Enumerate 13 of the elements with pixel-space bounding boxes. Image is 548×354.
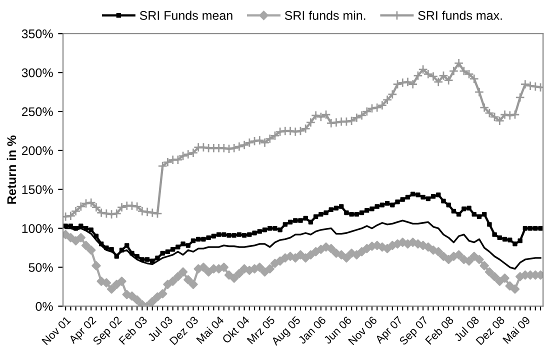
y-tick-label: 0% — [36, 302, 53, 311]
legend-label: SRI Funds mean — [140, 10, 232, 20]
y-tick-label: 100% — [22, 224, 53, 233]
legend-label: SRI funds max. — [418, 10, 502, 20]
y-tick-label: 300% — [22, 68, 53, 78]
y-tick-label: 150% — [22, 185, 53, 194]
y-tick-label: 350% — [22, 29, 53, 38]
y-tick-label: 200% — [22, 146, 53, 156]
y-tick-label: 50% — [28, 263, 53, 272]
legend-label: SRI funds min. — [284, 10, 366, 20]
y-axis-title: Return in % — [6, 136, 16, 204]
x-tick-label: Nov 01 — [42, 316, 71, 346]
y-tick-label: 250% — [22, 107, 53, 116]
